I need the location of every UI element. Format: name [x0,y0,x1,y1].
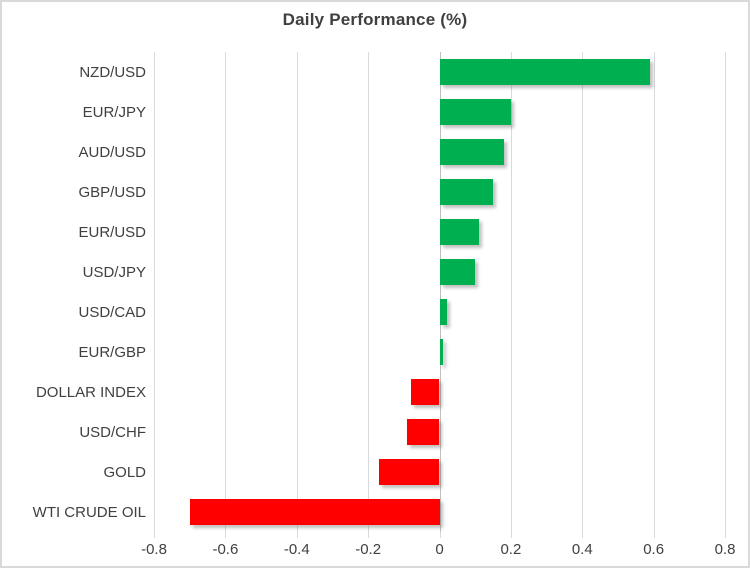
category-label: GBP/USD [78,183,146,201]
x-axis-tick-label: 0.6 [643,541,665,558]
bar [439,299,447,325]
axis-tick-mark [653,532,655,538]
category-label: EUR/USD [78,223,146,241]
category-label: DOLLAR INDEX [35,383,146,401]
axis-tick-mark [296,532,298,538]
bar [439,139,504,165]
gridline [510,52,512,532]
x-axis-tick-label: -0.4 [283,541,310,558]
axis-tick-mark [154,532,155,538]
bar [439,99,511,125]
category-label: EUR/GBP [78,343,146,361]
x-axis-tick-label: -0.2 [355,541,382,558]
category-label: USD/CAD [78,303,146,321]
category-label: GOLD [103,463,146,481]
category-label: AUD/USD [78,143,146,161]
axis-tick-mark [510,532,512,538]
gridline [725,52,726,532]
category-label: EUR/JPY [82,103,146,121]
x-axis-tick-label: 0.8 [714,541,736,558]
axis-tick-mark [582,532,584,538]
gridline [225,52,227,532]
bar [378,459,440,485]
bar [439,219,479,245]
bar [410,379,440,405]
category-label: NZD/USD [79,63,146,81]
axis-tick-mark [225,532,227,538]
axis-tick-mark [439,532,441,538]
gridline [582,52,584,532]
axis-tick-mark [725,532,726,538]
bar [189,499,440,525]
category-label: WTI CRUDE OIL [32,503,146,521]
gridline [154,52,155,532]
bar [439,59,651,85]
axis-tick-mark [368,532,370,538]
bar [439,259,476,285]
x-axis-tick-label: -0.6 [212,541,239,558]
zero-axis-line [439,52,441,532]
x-axis-tick-label: -0.8 [141,541,167,558]
x-axis-tick-label: 0 [435,541,444,558]
gridline [368,52,370,532]
chart-title: Daily Performance (%) [282,10,468,29]
gridline [653,52,655,532]
x-axis-tick-label: 0.2 [500,541,522,558]
bar [439,179,494,205]
bar [407,419,440,445]
gridline [296,52,298,532]
bar [439,339,444,365]
category-label: USD/CHF [79,423,146,441]
category-label: USD/JPY [82,263,146,281]
x-axis-tick-label: 0.4 [571,541,593,558]
